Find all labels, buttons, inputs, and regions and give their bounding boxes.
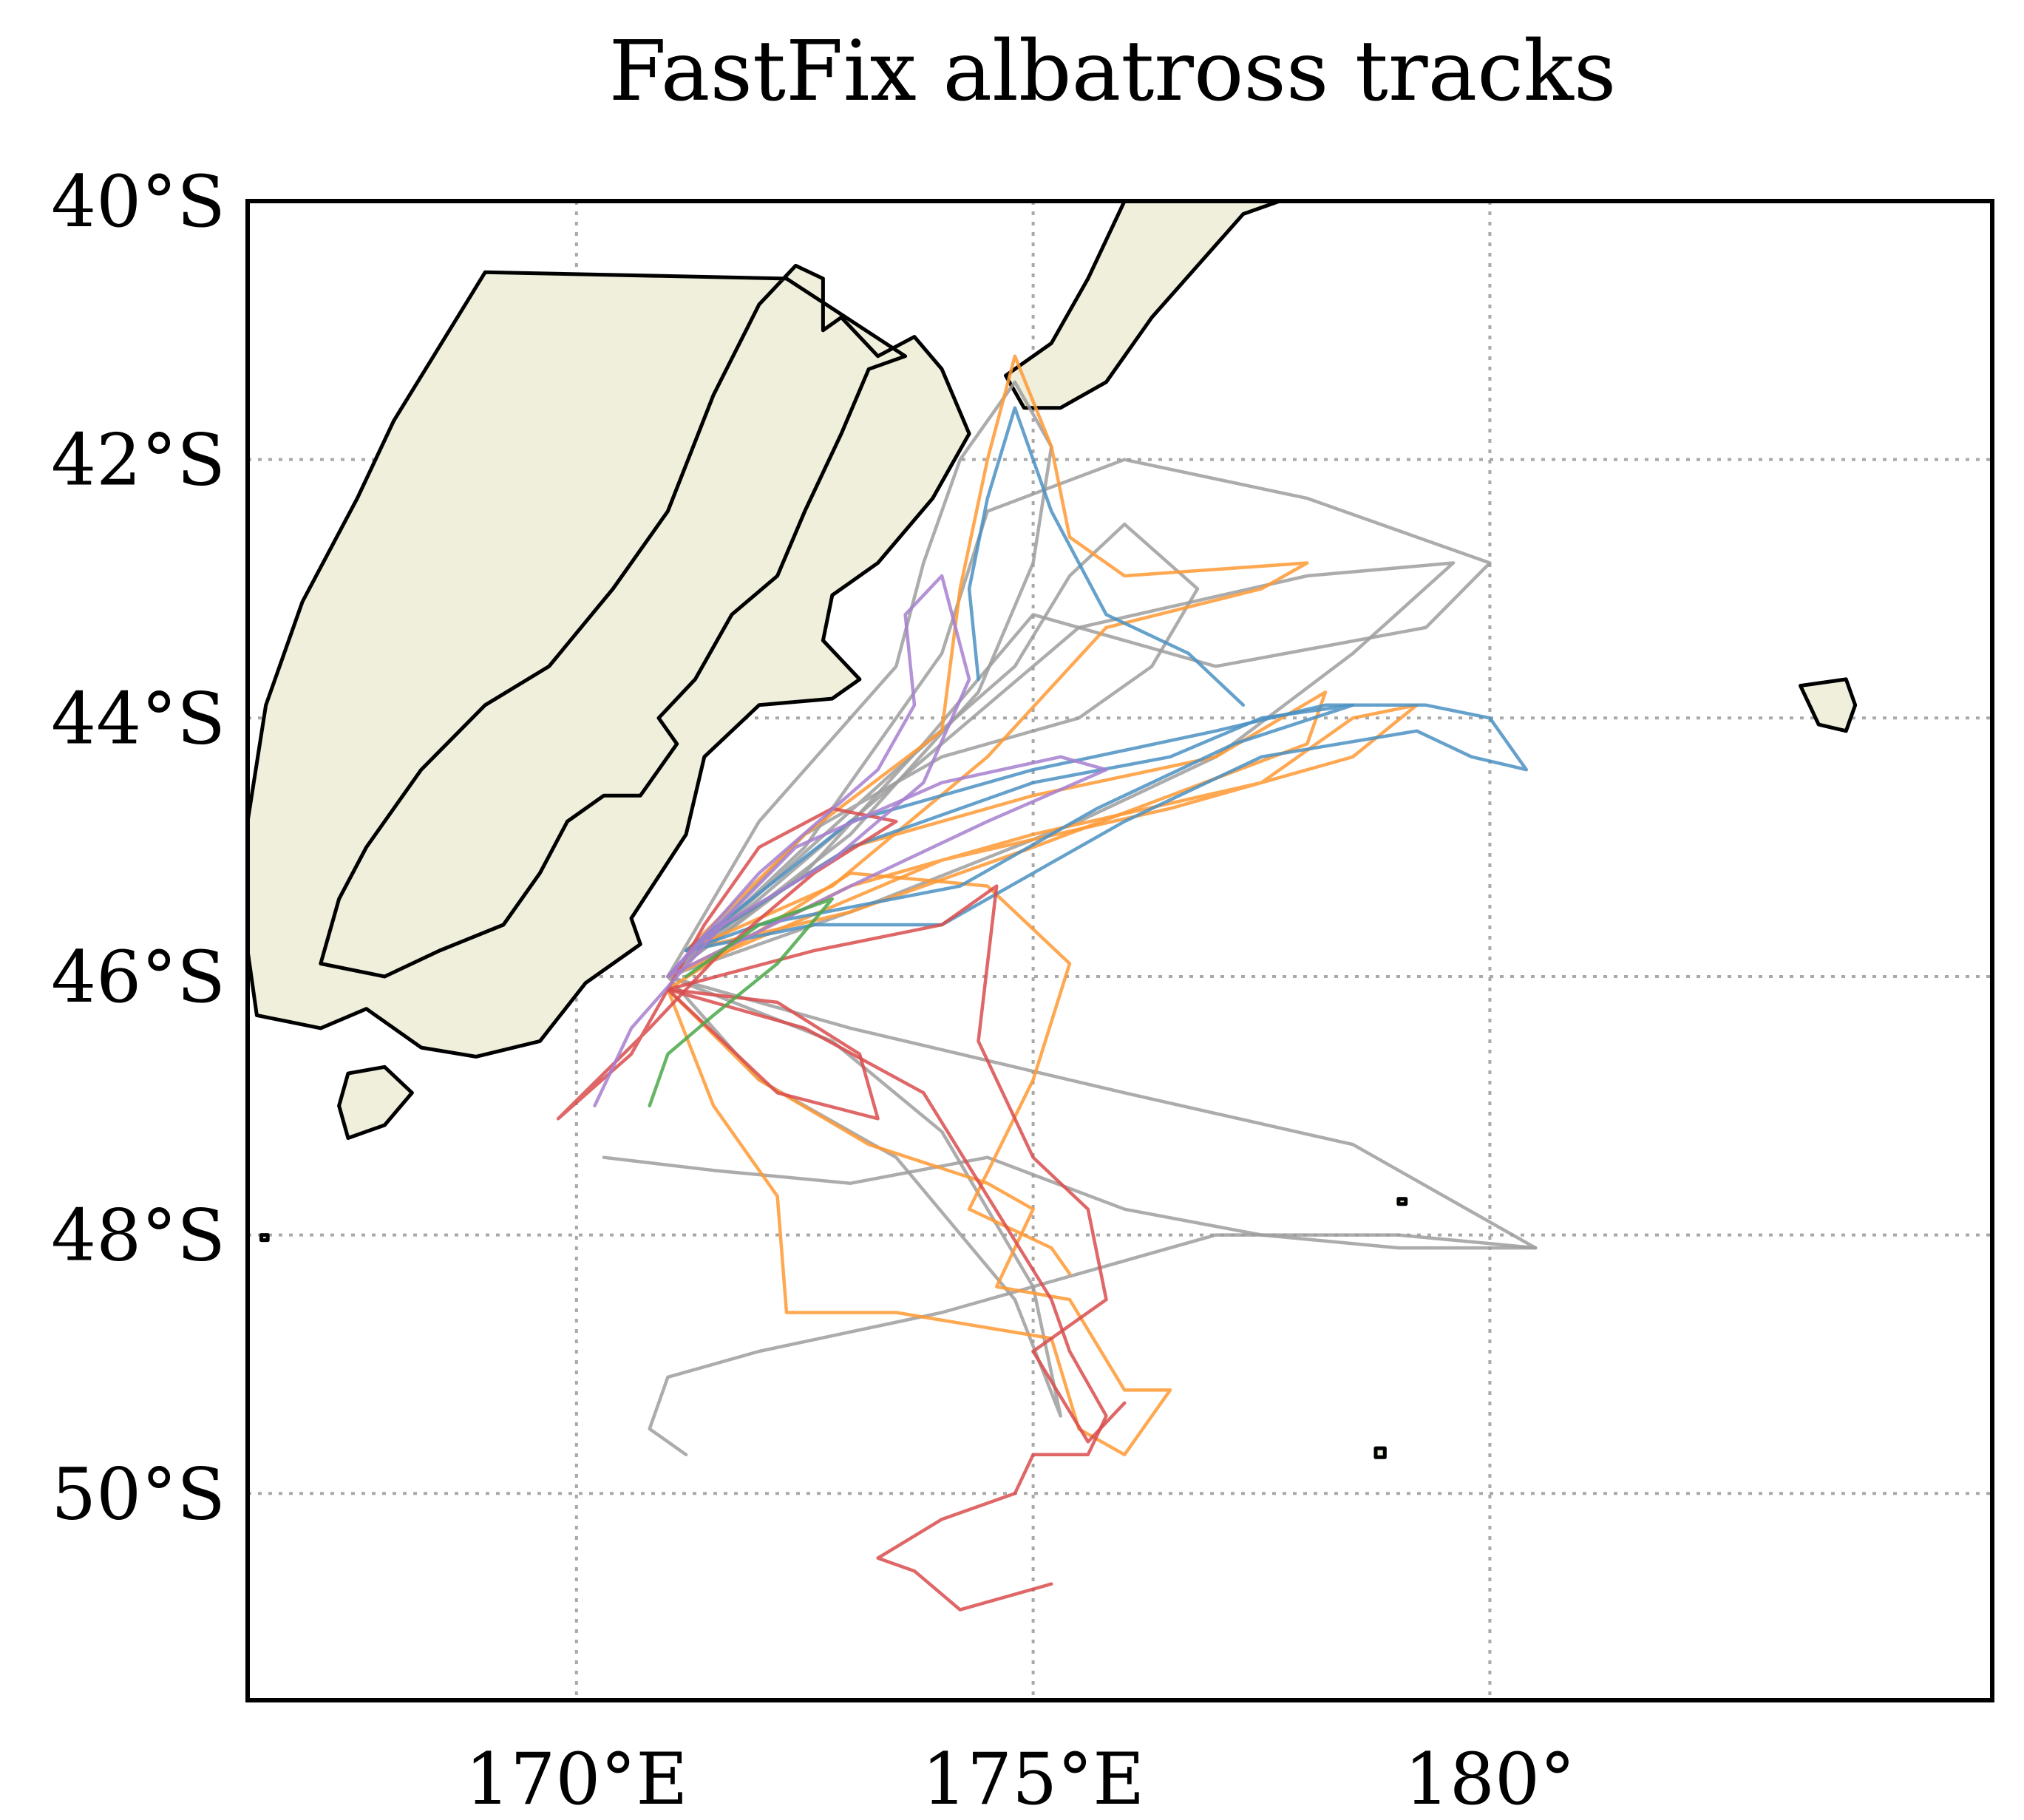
longitude-tick-label: 180° <box>1405 1738 1575 1820</box>
albatross-track <box>684 354 1309 953</box>
albatross-track <box>666 988 880 1121</box>
albatross-track <box>593 574 971 1108</box>
south-island <box>248 263 971 1059</box>
albatross-track <box>602 1155 1538 1250</box>
map-frame <box>245 199 1994 1702</box>
bounty-islands <box>1396 1197 1408 1206</box>
land-layer <box>248 201 1858 1459</box>
latitude-tick-label: 44°S <box>51 677 225 760</box>
antipodes-island <box>1373 1446 1387 1459</box>
albatross-track <box>666 988 1172 1457</box>
albatross-track <box>556 807 898 1121</box>
latitude-tick-labels: 40°S 42°S 44°S 46°S 48°S 50°S <box>51 160 225 1535</box>
longitude-tick-label: 175°E <box>922 1738 1144 1820</box>
latitude-tick-label: 46°S <box>51 936 225 1019</box>
albatross-track <box>666 561 1456 979</box>
chatham-islands <box>1799 677 1858 733</box>
stewart-island <box>337 1065 414 1140</box>
north-island <box>1004 201 1282 410</box>
snares-islands <box>259 1233 270 1243</box>
longitude-tick-labels: 170°E 175°E 180° <box>465 1738 1575 1820</box>
albatross-track <box>666 884 1127 1444</box>
albatross-track <box>684 703 1355 953</box>
albatross-track <box>666 380 1053 979</box>
tracks-layer <box>556 354 1538 1612</box>
albatross-track <box>967 406 1246 707</box>
albatross-track <box>684 703 1529 953</box>
albatross-track <box>666 703 1419 979</box>
map-title: FastFix albatross tracks <box>609 24 1617 120</box>
albatross-track <box>648 897 835 1108</box>
latitude-tick-label: 50°S <box>51 1453 225 1535</box>
latitude-tick-label: 48°S <box>51 1195 225 1277</box>
albatross-track <box>666 755 1108 979</box>
albatross-track <box>666 974 1062 1418</box>
albatross-track <box>666 988 1108 1612</box>
latitude-tick-label: 40°S <box>51 160 225 243</box>
longitude-tick-label: 170°E <box>465 1738 687 1820</box>
albatross-track <box>648 974 1538 1457</box>
latitude-tick-label: 42°S <box>51 419 225 502</box>
